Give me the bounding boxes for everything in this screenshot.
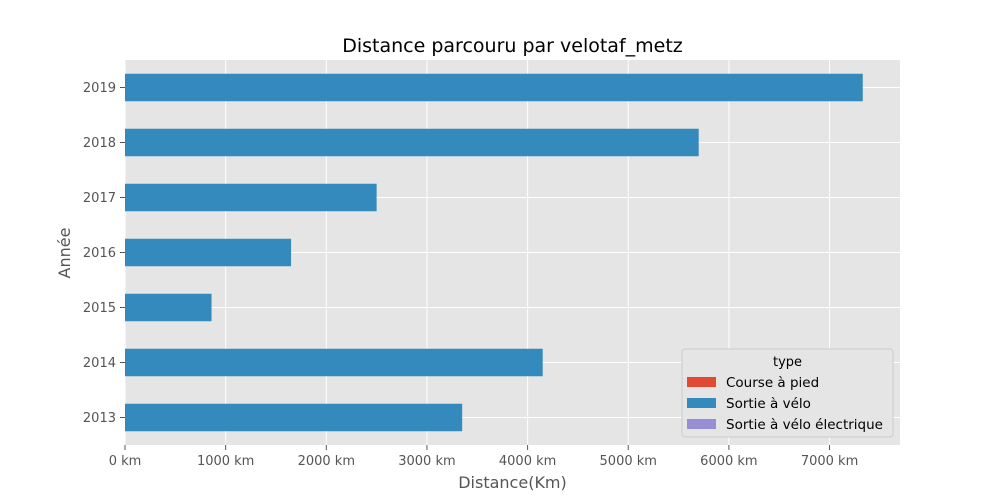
y-tick-label-2014: 2014 <box>83 356 116 371</box>
y-axis-ticks: 2013 2014 2015 2016 2017 2018 2019 <box>83 81 125 426</box>
bar-2013-s1 <box>125 403 463 432</box>
bar-2016-s1 <box>125 238 292 267</box>
legend-swatch-2 <box>687 419 716 429</box>
x-tick-label-3: 3000 km <box>398 454 455 469</box>
legend-swatch-0 <box>687 377 716 387</box>
y-tick-label-2013: 2013 <box>83 411 116 426</box>
legend-box <box>681 348 894 438</box>
x-tick-label-7: 7000 km <box>801 454 858 469</box>
legend-label-1: Sortie à vélo <box>726 396 811 412</box>
x-tick-label-5: 5000 km <box>600 454 657 469</box>
legend-title: type <box>773 355 802 370</box>
x-axis-ticks: 0 km 1000 km 2000 km 3000 km 4000 km 5000 km 6… <box>109 445 858 469</box>
bar-2014-s1 <box>125 348 543 377</box>
bar-2019-s1 <box>125 73 863 102</box>
y-tick-label-2015: 2015 <box>83 301 116 316</box>
y-tick-label-2017: 2017 <box>83 191 116 206</box>
bar-2017-s1 <box>125 183 377 212</box>
legend-label-2: Sortie à vélo électrique <box>726 417 883 433</box>
bar-2018-s1 <box>125 128 699 157</box>
x-tick-label-6: 6000 km <box>700 454 757 469</box>
chart-title: Distance parcouru par velotaf_metz <box>342 35 683 57</box>
x-tick-label-4: 4000 km <box>499 454 556 469</box>
bar-2015-s1 <box>125 293 212 322</box>
x-axis-label: Distance(Km) <box>458 473 567 492</box>
bars <box>125 73 863 432</box>
legend-label-0: Course à pied <box>726 375 819 391</box>
x-tick-label-1: 1000 km <box>197 454 254 469</box>
legend: type Course à pied Sortie à vélo Sortie à … <box>681 348 894 438</box>
x-tick-label-0: 0 km <box>109 454 142 469</box>
x-tick-label-2: 2000 km <box>298 454 355 469</box>
y-tick-label-2016: 2016 <box>83 246 116 261</box>
y-tick-label-2018: 2018 <box>83 136 116 151</box>
y-axis-label: Année <box>55 228 74 279</box>
y-tick-label-2019: 2019 <box>83 81 116 96</box>
legend-swatch-1 <box>687 398 716 408</box>
